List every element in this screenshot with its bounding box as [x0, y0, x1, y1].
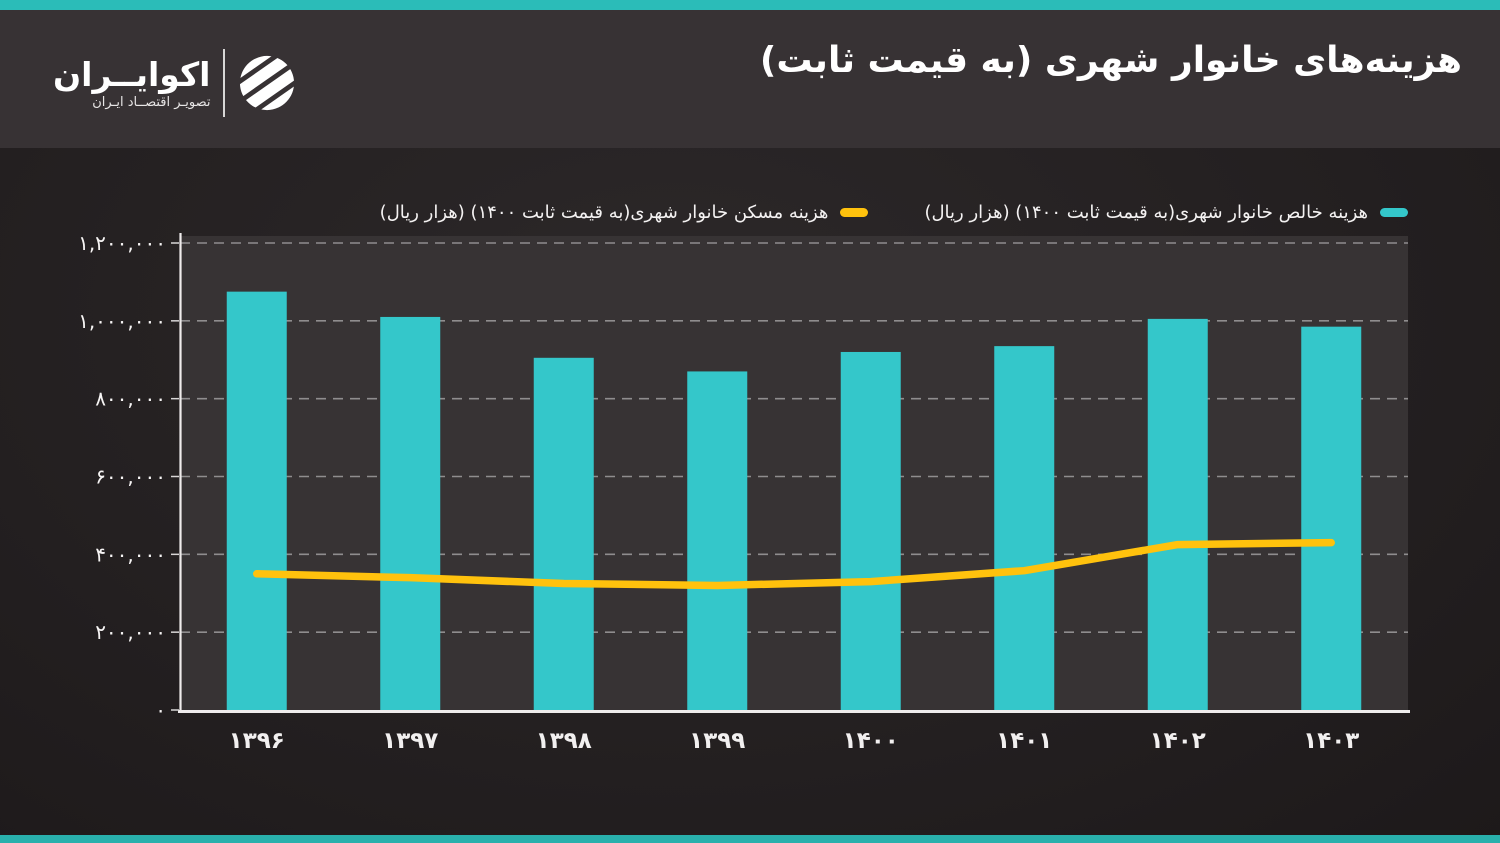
x-tick-label-1399: ۱۳۹۹: [689, 728, 745, 754]
y-tick-label-600000: ۶۰۰,۰۰۰: [95, 465, 166, 489]
y-tick-label-800000: ۸۰۰,۰۰۰: [95, 387, 166, 411]
x-tick-label-1397: ۱۳۹۷: [382, 728, 438, 754]
x-tick-label-1402: ۱۴۰۲: [1150, 728, 1206, 754]
bar-1398: [533, 357, 594, 710]
legend-item-net-expense: هزینه خالص خانوار شهری(به قیمت ثابت ۱۴۰۰…: [924, 202, 1408, 223]
chart-panel: ۰ ۲۰۰,۰۰۰ ۴۰۰,۰۰۰ ۶۰۰,۰۰۰ ۸۰۰,۰۰۰ ۱,۰۰۰,۰۰۰ ۱,…: [0, 148, 1500, 843]
top-accent-strip: [0, 0, 1500, 10]
x-tick-label-1400: ۱۴۰۰: [843, 728, 899, 754]
x-tick-label-1401: ۱۴۰۱: [996, 728, 1052, 754]
y-tick-label-400000: ۴۰۰,۰۰۰: [95, 542, 166, 566]
brand-text-block: اکوایــران تصویـر اقتصــاد ایـران: [53, 54, 211, 111]
y-tick-label-0: ۰: [155, 698, 166, 722]
legend-swatch-yellow: [840, 208, 869, 217]
bar-1401: [994, 346, 1055, 710]
bar-1399: [687, 371, 748, 710]
legend-label-net-expense: هزینه خالص خانوار شهری(به قیمت ثابت ۱۴۰۰…: [924, 202, 1368, 223]
legend-label-housing-expense: هزینه مسکن خانوار شهری(به قیمت ثابت ۱۴۰۰…: [379, 202, 829, 223]
bar-line-chart: ۰ ۲۰۰,۰۰۰ ۴۰۰,۰۰۰ ۶۰۰,۰۰۰ ۸۰۰,۰۰۰ ۱,۰۰۰,۰۰۰ ۱,…: [78, 231, 1410, 754]
logo-divider: [223, 49, 226, 117]
bar-1397: [380, 316, 441, 710]
x-tick-label-1396: ۱۳۹۶: [229, 728, 285, 754]
page-title: هزینه‌های خانوار شهری (به قیمت ثابت): [759, 40, 1462, 81]
bar-1396: [226, 291, 287, 710]
y-tick-label-200000: ۲۰۰,۰۰۰: [95, 620, 166, 644]
x-tick-label-1403: ۱۴۰۳: [1303, 728, 1359, 754]
plot-area: [180, 236, 1408, 711]
bar-1403: [1301, 326, 1362, 710]
legend-swatch-teal: [1380, 208, 1408, 217]
brand-tagline: تصویـر اقتصــاد ایـران: [92, 95, 211, 111]
brand-logo-icon: [238, 54, 297, 112]
header: هزینه‌های خانوار شهری (به قیمت ثابت) اکو…: [0, 10, 1500, 148]
y-tick-label-1000000: ۱,۰۰۰,۰۰۰: [78, 309, 166, 333]
y-tick-label-1200000: ۱,۲۰۰,۰۰۰: [78, 231, 166, 255]
x-tick-label-1398: ۱۳۹۸: [536, 728, 592, 754]
chart-legend: هزینه خالص خانوار شهری(به قیمت ثابت ۱۴۰۰…: [380, 202, 1408, 223]
housing-expense-line: [253, 538, 1335, 590]
brand-logo: اکوایــران تصویـر اقتصــاد ایـران: [53, 44, 297, 122]
bar-1402: [1147, 318, 1208, 710]
bar-1400: [840, 351, 901, 710]
bottom-accent-strip: [0, 835, 1500, 843]
brand-name: اکوایــران: [53, 54, 211, 94]
legend-item-housing-expense: هزینه مسکن خانوار شهری(به قیمت ثابت ۱۴۰۰…: [380, 202, 869, 223]
